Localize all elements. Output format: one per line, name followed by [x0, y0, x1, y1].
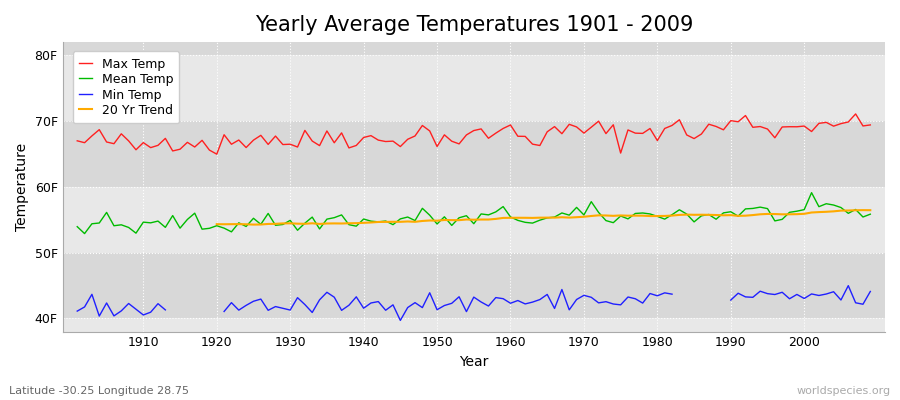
- Max Temp: [300, 128, 310, 133]
- Max Temp: [212, 152, 222, 156]
- Title: Yearly Average Temperatures 1901 - 2009: Yearly Average Temperatures 1901 - 2009: [255, 15, 693, 35]
- Min Temp: [865, 289, 876, 294]
- X-axis label: Year: Year: [459, 355, 489, 369]
- Min Temp: [505, 301, 516, 306]
- Max Temp: [865, 122, 876, 127]
- Min Temp: [344, 303, 355, 308]
- Mean Temp: [300, 221, 310, 226]
- 20 Yr Trend: [292, 221, 303, 226]
- Text: Latitude -30.25 Longitude 28.75: Latitude -30.25 Longitude 28.75: [9, 386, 189, 396]
- 20 Yr Trend: [593, 213, 604, 218]
- Bar: [62, 55, 885, 121]
- 20 Yr Trend: [865, 208, 876, 212]
- Mean Temp: [138, 220, 148, 224]
- Max Temp: [600, 131, 611, 136]
- Legend: Max Temp, Mean Temp, Min Temp, 20 Yr Trend: Max Temp, Mean Temp, Min Temp, 20 Yr Tre…: [73, 51, 179, 123]
- Mean Temp: [72, 224, 83, 229]
- Mean Temp: [344, 222, 355, 227]
- Min Temp: [512, 298, 523, 303]
- Max Temp: [344, 146, 355, 150]
- Min Temp: [72, 309, 83, 314]
- Mean Temp: [505, 214, 516, 219]
- Bar: [62, 121, 885, 187]
- 20 Yr Trend: [498, 216, 508, 220]
- Bar: [62, 253, 885, 318]
- Line: 20 Yr Trend: 20 Yr Trend: [217, 210, 870, 224]
- 20 Yr Trend: [337, 221, 347, 226]
- Line: Min Temp: Min Temp: [77, 286, 870, 320]
- Line: Mean Temp: Mean Temp: [77, 193, 870, 234]
- Min Temp: [300, 302, 310, 307]
- Max Temp: [130, 147, 141, 152]
- Min Temp: [130, 307, 141, 312]
- Max Temp: [850, 112, 861, 116]
- Bar: [62, 318, 885, 332]
- Mean Temp: [806, 190, 817, 195]
- Min Temp: [600, 299, 611, 304]
- Max Temp: [505, 122, 516, 127]
- Mean Temp: [79, 231, 90, 236]
- 20 Yr Trend: [505, 216, 516, 220]
- Bar: [62, 42, 885, 55]
- Max Temp: [512, 134, 523, 139]
- Text: worldspecies.org: worldspecies.org: [796, 386, 891, 396]
- Mean Temp: [512, 218, 523, 223]
- Max Temp: [72, 138, 83, 143]
- Line: Max Temp: Max Temp: [77, 114, 870, 154]
- Bar: [62, 187, 885, 253]
- Mean Temp: [865, 212, 876, 216]
- Y-axis label: Temperature: Temperature: [15, 143, 29, 231]
- Mean Temp: [600, 218, 611, 223]
